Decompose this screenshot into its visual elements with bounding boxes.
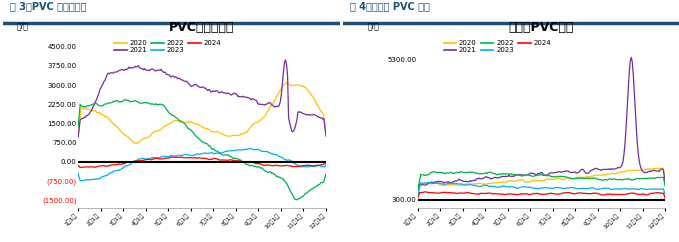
Text: 乙烯法PVC利润: 乙烯法PVC利润 — [509, 21, 574, 34]
Text: 图 3：PVC 一体化利润: 图 3：PVC 一体化利润 — [10, 1, 87, 11]
Text: PVC一体化利润: PVC一体化利润 — [169, 21, 235, 34]
Text: 元/吨: 元/吨 — [16, 21, 28, 30]
Legend: 2020, 2021, 2022, 2023, 2024: 2020, 2021, 2022, 2023, 2024 — [111, 37, 224, 56]
Text: 图 4：乙烯法 PVC 利润: 图 4：乙烯法 PVC 利润 — [350, 1, 430, 11]
Legend: 2020, 2021, 2022, 2023, 2024: 2020, 2021, 2022, 2023, 2024 — [441, 37, 554, 56]
Text: 元/吨: 元/吨 — [368, 21, 380, 30]
